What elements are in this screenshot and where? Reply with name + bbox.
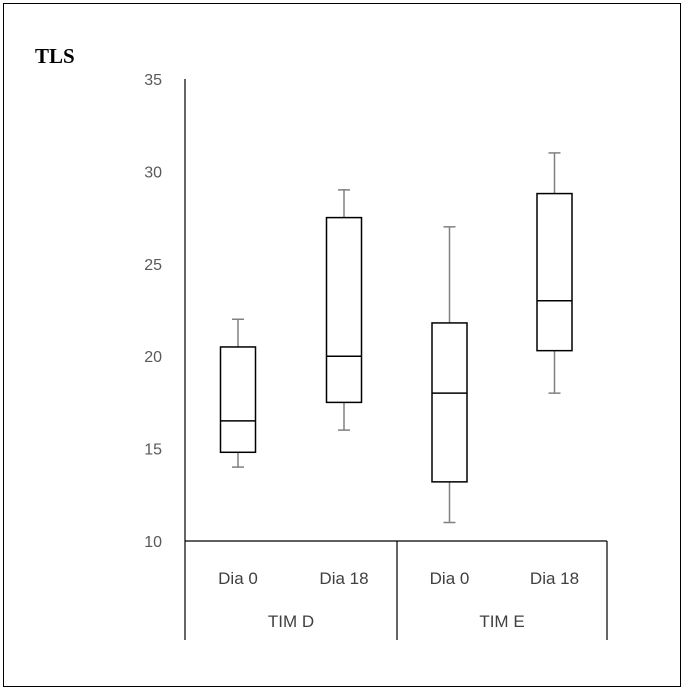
- y-tick-label: 10: [144, 534, 162, 551]
- y-axis: 10 15 20 25 30 35: [144, 72, 186, 640]
- box: [431, 226, 468, 524]
- y-tick-label: 30: [144, 164, 162, 181]
- box-body: [325, 216, 363, 404]
- y-tick-label: 25: [144, 257, 162, 274]
- box-body: [536, 192, 573, 352]
- x-category-label: Dia 0: [218, 569, 258, 588]
- x-category-label: Dia 18: [530, 569, 579, 588]
- box: [536, 152, 573, 394]
- x-category-label: Dia 0: [430, 569, 470, 588]
- box: [325, 189, 363, 431]
- x-axis: Dia 0 Dia 18 TIM D Dia 0 Dia 18 TIM E: [185, 540, 608, 640]
- x-group-label: TIM D: [268, 612, 314, 631]
- chart-title: TLS: [35, 44, 75, 68]
- x-category-label: Dia 18: [319, 569, 368, 588]
- x-group-label: TIM E: [479, 612, 524, 631]
- y-tick-label: 15: [144, 442, 162, 459]
- box: [219, 318, 257, 468]
- box-body: [219, 346, 257, 454]
- y-tick-label: 35: [144, 72, 162, 89]
- boxes: [219, 152, 573, 524]
- y-tick-label: 20: [144, 349, 162, 366]
- box-body: [431, 322, 468, 483]
